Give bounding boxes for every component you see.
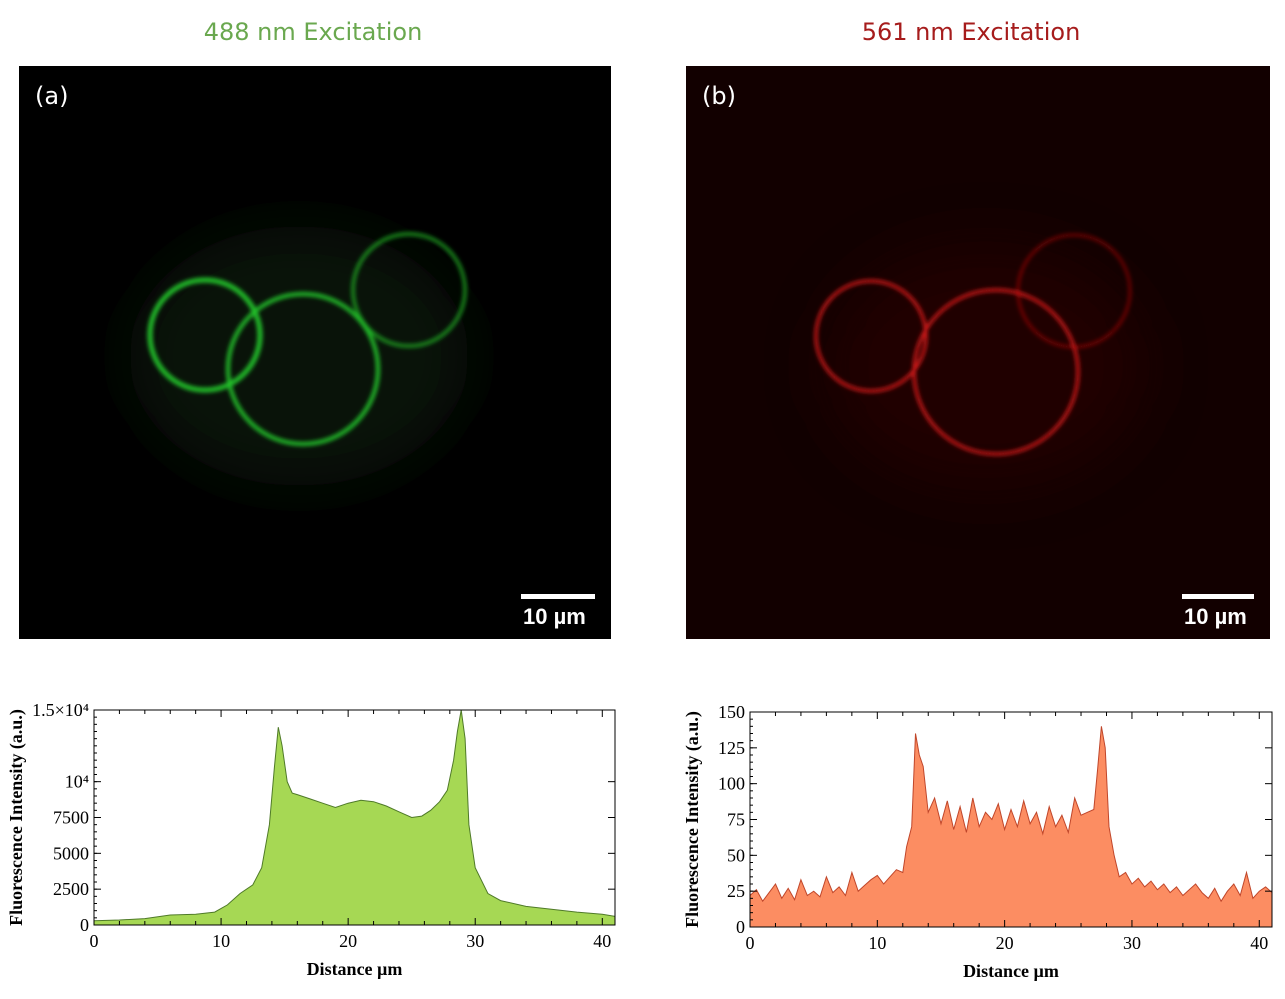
vesicle-ring [147,277,263,393]
vesicle-rings-561 [814,233,1146,486]
vesicle-ring [351,232,467,348]
y-tick-label: 0 [80,915,89,935]
micrograph-561: (b) 10 µm [686,66,1270,639]
x-axis-label: Distance µm [963,961,1059,981]
y-axis-label: Fluorescence Intensity (a.u.) [682,711,703,928]
y-tick-label: 0 [736,917,745,937]
x-axis-label: Distance µm [307,959,403,979]
x-tick-label: 0 [746,933,755,953]
area-fill [94,710,615,925]
y-tick-label: 5000 [53,843,89,863]
series-line [749,726,1273,903]
y-tick-label: 150 [718,702,745,722]
y-tick-label: 125 [718,738,745,758]
series-line [93,709,616,922]
x-tick-label: 0 [90,931,99,951]
y-tick-label: 50 [727,845,745,865]
x-tick-label: 40 [1250,933,1268,953]
vesicle-ring [912,288,1080,456]
area-fill [750,726,1272,927]
y-tick-label: 100 [718,774,745,794]
y-tick-label: 25 [727,881,745,901]
panel-a-label: (a) [35,82,69,110]
x-tick-label: 30 [466,931,484,951]
vesicle-ring [1016,233,1132,349]
y-tick-label: 7500 [53,808,89,828]
scale-bar-label: 10 µm [523,604,586,629]
panel-b-label: (b) [702,82,736,110]
x-tick-label: 30 [1123,933,1141,953]
intensity-profile-488: 0 10 20 30 40 0 2500 5000 7500 10⁴ 1.5×10⁴ Distance… [6,700,616,979]
x-tick-label: 20 [339,931,357,951]
micrograph-488: (a) 10 µm [19,66,611,639]
intensity-profile-561: 0 10 20 30 40 0 25 50 75 100 125 150 Distance µm Fluo… [682,702,1273,981]
vesicle-ring [814,279,928,393]
vesicle-rings-488 [129,226,469,486]
scale-bar [1182,594,1254,599]
y-tick-label: 2500 [53,879,89,899]
scale-bar-label: 10 µm [1184,604,1247,629]
vesicle-ring [226,292,380,446]
x-tick-label: 40 [593,931,611,951]
x-tick-label: 10 [868,933,886,953]
y-tick-label: 10⁴ [65,772,89,792]
y-tick-label: 1.5×10⁴ [32,700,89,720]
scale-bar [521,594,595,599]
panel-a-title: 488 nm Excitation [203,18,423,46]
x-tick-label: 20 [996,933,1014,953]
y-axis-label: Fluorescence Intensity (a.u.) [6,709,27,926]
y-tick-label: 75 [727,810,745,830]
panel-b-title: 561 nm Excitation [861,18,1081,46]
x-tick-label: 10 [212,931,230,951]
